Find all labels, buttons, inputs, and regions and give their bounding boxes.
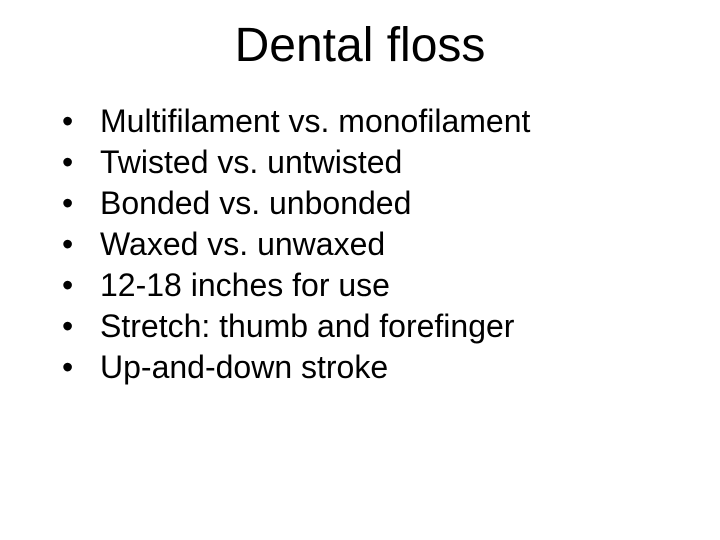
- bullet-marker-icon: •: [62, 224, 100, 265]
- bullet-text: Twisted vs. untwisted: [100, 142, 720, 183]
- bullet-marker-icon: •: [62, 101, 100, 142]
- bullet-item: •Bonded vs. unbonded: [62, 183, 720, 224]
- slide: Dental floss •Multifilament vs. monofila…: [0, 0, 720, 540]
- bullet-marker-icon: •: [62, 142, 100, 183]
- bullet-item: •Up-and-down stroke: [62, 347, 720, 388]
- slide-title: Dental floss: [0, 18, 720, 73]
- bullet-text: Stretch: thumb and forefinger: [100, 306, 720, 347]
- bullet-text: Waxed vs. unwaxed: [100, 224, 720, 265]
- bullet-marker-icon: •: [62, 306, 100, 347]
- bullet-marker-icon: •: [62, 265, 100, 306]
- bullet-marker-icon: •: [62, 347, 100, 388]
- bullet-item: •12-18 inches for use: [62, 265, 720, 306]
- bullet-text: Bonded vs. unbonded: [100, 183, 720, 224]
- bullet-item: •Stretch: thumb and forefinger: [62, 306, 720, 347]
- bullet-item: •Waxed vs. unwaxed: [62, 224, 720, 265]
- bullet-text: 12-18 inches for use: [100, 265, 720, 306]
- bullet-item: •Multifilament vs. monofilament: [62, 101, 720, 142]
- bullet-text: Up-and-down stroke: [100, 347, 720, 388]
- bullet-marker-icon: •: [62, 183, 100, 224]
- bullet-list: •Multifilament vs. monofilament•Twisted …: [62, 101, 720, 388]
- bullet-text: Multifilament vs. monofilament: [100, 101, 720, 142]
- bullet-item: •Twisted vs. untwisted: [62, 142, 720, 183]
